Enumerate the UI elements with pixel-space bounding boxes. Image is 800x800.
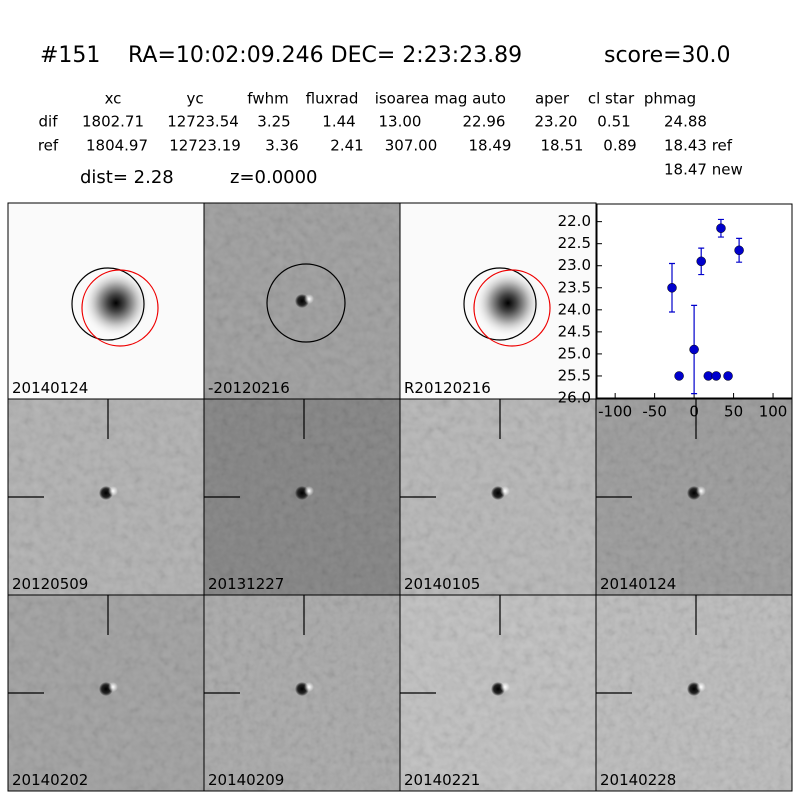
data-point bbox=[716, 223, 726, 233]
series bbox=[667, 218, 744, 395]
panel-label: 20131227 bbox=[208, 575, 284, 593]
row-label: ref bbox=[38, 137, 59, 155]
column-header: fwhm bbox=[247, 90, 288, 108]
data-point bbox=[711, 371, 721, 381]
panel-label: 20140221 bbox=[404, 771, 480, 789]
panel-label: 20140105 bbox=[404, 575, 480, 593]
panel-frame bbox=[595, 594, 793, 792]
table-cell: 24.88 bbox=[664, 113, 707, 131]
source-positive bbox=[304, 682, 314, 692]
table-cell: 0.89 bbox=[603, 137, 636, 155]
data-point bbox=[734, 245, 744, 256]
table-cell: 22.96 bbox=[463, 113, 506, 131]
star bbox=[474, 269, 542, 337]
column-header: yc bbox=[186, 90, 203, 108]
distance: dist= 2.28 bbox=[80, 167, 174, 188]
panel-label: 20140202 bbox=[12, 771, 88, 789]
source-positive bbox=[108, 486, 118, 496]
data-point bbox=[674, 371, 684, 381]
column-header: aper bbox=[535, 90, 570, 108]
data-point bbox=[723, 371, 733, 381]
table-cell: 2.41 bbox=[330, 137, 363, 155]
aperture-ref bbox=[81, 269, 159, 347]
source-positive bbox=[304, 294, 314, 304]
column-header: mag auto bbox=[434, 90, 506, 108]
panel-label: R20120216 bbox=[404, 379, 491, 397]
source-positive bbox=[696, 486, 706, 496]
table-cell: 13.00 bbox=[379, 113, 422, 131]
column-header: fluxrad bbox=[306, 90, 359, 108]
source-positive bbox=[500, 682, 510, 692]
table-cell: 12723.19 bbox=[169, 137, 241, 155]
y-tick-label: 26.0 bbox=[558, 389, 591, 407]
aperture bbox=[463, 267, 537, 341]
panel-label: 20120509 bbox=[12, 575, 88, 593]
aperture bbox=[71, 267, 145, 341]
coordinates: RA=10:02:09.246 DEC= 2:23:23.89 bbox=[128, 43, 522, 68]
score: score=30.0 bbox=[604, 43, 731, 68]
y-tick-label: 23.5 bbox=[558, 278, 591, 296]
y-tick-label: 24.5 bbox=[558, 322, 591, 340]
table-cell: 307.00 bbox=[385, 137, 438, 155]
source-positive bbox=[304, 486, 314, 496]
table-cell: 3.36 bbox=[265, 137, 298, 155]
data-point bbox=[696, 256, 706, 267]
y-tick-label: 22.0 bbox=[558, 212, 591, 230]
x-tick-label: -100 bbox=[598, 403, 632, 421]
column-header: xc bbox=[105, 90, 122, 108]
x-tick-label: 50 bbox=[724, 403, 743, 421]
table-cell: 1804.97 bbox=[86, 137, 148, 155]
column-header: isoarea bbox=[375, 90, 430, 108]
star bbox=[82, 269, 150, 337]
x-tick-label: 100 bbox=[759, 403, 788, 421]
table-cell: 0.51 bbox=[597, 113, 630, 131]
data-point bbox=[689, 344, 699, 355]
y-tick-label: 23.0 bbox=[558, 256, 591, 274]
panel-label: 20140209 bbox=[208, 771, 284, 789]
table-cell: 3.25 bbox=[257, 113, 290, 131]
y-tick-label: 22.5 bbox=[558, 234, 591, 252]
table-cell: 12723.54 bbox=[167, 113, 239, 131]
data-point bbox=[667, 283, 677, 293]
table-cell: 18.43 ref bbox=[664, 137, 733, 155]
object-id: #151 bbox=[40, 43, 100, 68]
redshift: z=0.0000 bbox=[230, 167, 318, 188]
source-positive bbox=[500, 486, 510, 496]
aperture-ref bbox=[473, 269, 551, 347]
row-label: dif bbox=[39, 113, 59, 131]
panel-label: 20140124 bbox=[600, 575, 676, 593]
panel-label: 20140124 bbox=[12, 379, 88, 397]
y-tick-label: 25.5 bbox=[558, 366, 591, 384]
source-positive bbox=[108, 682, 118, 692]
panel-grid: 20140124 -20120216 R20120216 20120509 201312… bbox=[7, 202, 793, 792]
panel-label: 20140228 bbox=[600, 771, 676, 789]
table-cell: 1802.71 bbox=[82, 113, 144, 131]
column-header: cl star bbox=[588, 90, 635, 108]
y-tick-label: 25.0 bbox=[558, 344, 591, 362]
panel-label: -20120216 bbox=[208, 379, 290, 397]
column-header: phmag bbox=[644, 90, 696, 108]
table-cell: 1.44 bbox=[322, 113, 355, 131]
light-curve: 22.0 22.5 23.0 23.5 24.0 24.5 25.0 25.5 26.0 -100… bbox=[558, 203, 793, 421]
source-positive bbox=[696, 682, 706, 692]
table-cell: 18.51 bbox=[541, 137, 584, 155]
phmag-new: 18.47 new bbox=[664, 161, 743, 179]
x-tick-label: 0 bbox=[689, 403, 699, 421]
x-tick-label: -50 bbox=[642, 403, 667, 421]
y-tick-label: 24.0 bbox=[558, 300, 591, 318]
aperture bbox=[266, 263, 346, 343]
table-cell: 23.20 bbox=[535, 113, 578, 131]
table-cell: 18.49 bbox=[469, 137, 512, 155]
